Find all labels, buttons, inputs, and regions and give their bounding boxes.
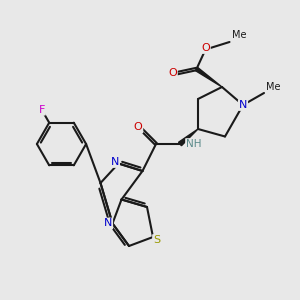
Text: Me: Me [232, 31, 246, 40]
Polygon shape [178, 129, 198, 146]
Text: O: O [168, 68, 177, 79]
Text: N: N [239, 100, 247, 110]
Text: S: S [153, 235, 160, 245]
Text: N: N [111, 157, 119, 167]
Text: O: O [201, 43, 210, 53]
Text: N: N [104, 218, 112, 229]
Text: NH: NH [186, 139, 202, 149]
Text: Me: Me [266, 82, 280, 92]
Polygon shape [195, 68, 222, 87]
Text: O: O [134, 122, 142, 133]
Text: F: F [38, 105, 45, 115]
